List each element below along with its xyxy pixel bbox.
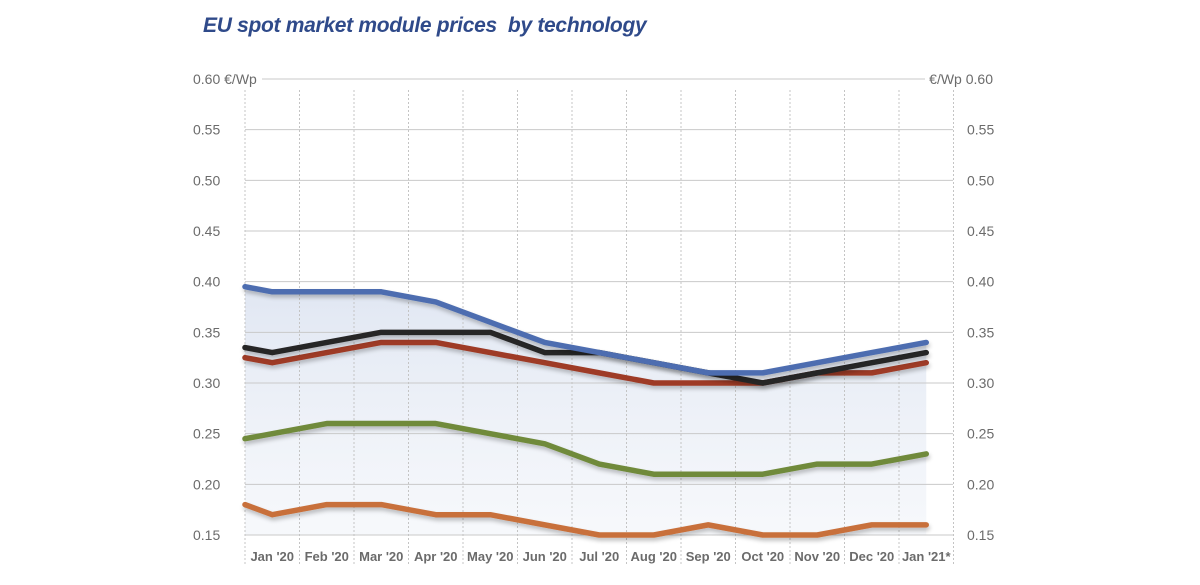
series-layer [242,283,929,538]
series-line-2 [242,329,929,386]
y-tick-label-left: 0.45 [193,223,220,239]
x-tick-label: Dec '20 [849,549,894,564]
y-tick-label-right: 0.45 [967,223,994,239]
x-tick-label: Jul '20 [579,549,619,564]
x-tick-label: Feb '20 [305,549,349,564]
y-tick-label-right: 0.50 [967,172,994,188]
y-tick-label-left: 0.15 [193,527,220,543]
x-tick-label: Jun '20 [523,549,567,564]
y-tick-label-right: 0.15 [967,527,994,543]
x-tick-label: May '20 [467,549,513,564]
y-axis-left-unit-label: 0.60 €/Wp [193,71,257,87]
x-tick-label: Apr '20 [414,549,458,564]
y-axis-right-unit-label: €/Wp 0.60 [929,71,993,87]
y-tick-label-left: 0.35 [193,324,220,340]
y-tick-label-right: 0.30 [967,375,994,391]
y-tick-label-right: 0.40 [967,274,994,290]
x-tick-label: Mar '20 [359,549,403,564]
y-tick-label-left: 0.25 [193,426,220,442]
y-tick-label-right: 0.25 [967,426,994,442]
x-tick-label: Nov '20 [794,549,840,564]
area-fill [245,286,927,535]
y-tick-label-left: 0.50 [193,172,220,188]
series-line-5 [242,501,929,538]
x-tick-label: Oct '20 [741,549,784,564]
axis-labels: 0.60 €/Wp €/Wp 0.60 0.55 0.55 0.50 0.50 0.45… [193,71,994,564]
area-fill-layer [245,286,927,535]
series-line-4 [242,420,929,477]
x-tick-label: Jan '20 [250,549,294,564]
x-tick-label: Aug '20 [631,549,677,564]
y-tick-label-left: 0.55 [193,122,220,138]
grid-layer [244,78,954,566]
y-tick-label-right: 0.55 [967,122,994,138]
series-line-1 [242,283,929,376]
chart-title: EU spot market module prices by technolo… [203,14,647,37]
y-tick-label-left: 0.20 [193,476,220,492]
y-tick-label-right: 0.20 [967,476,994,492]
x-tick-label: Jan '21* [902,549,952,564]
x-tick-label: Sep '20 [686,549,731,564]
y-tick-label-left: 0.30 [193,375,220,391]
y-tick-label-left: 0.40 [193,274,220,290]
y-tick-label-right: 0.35 [967,324,994,340]
